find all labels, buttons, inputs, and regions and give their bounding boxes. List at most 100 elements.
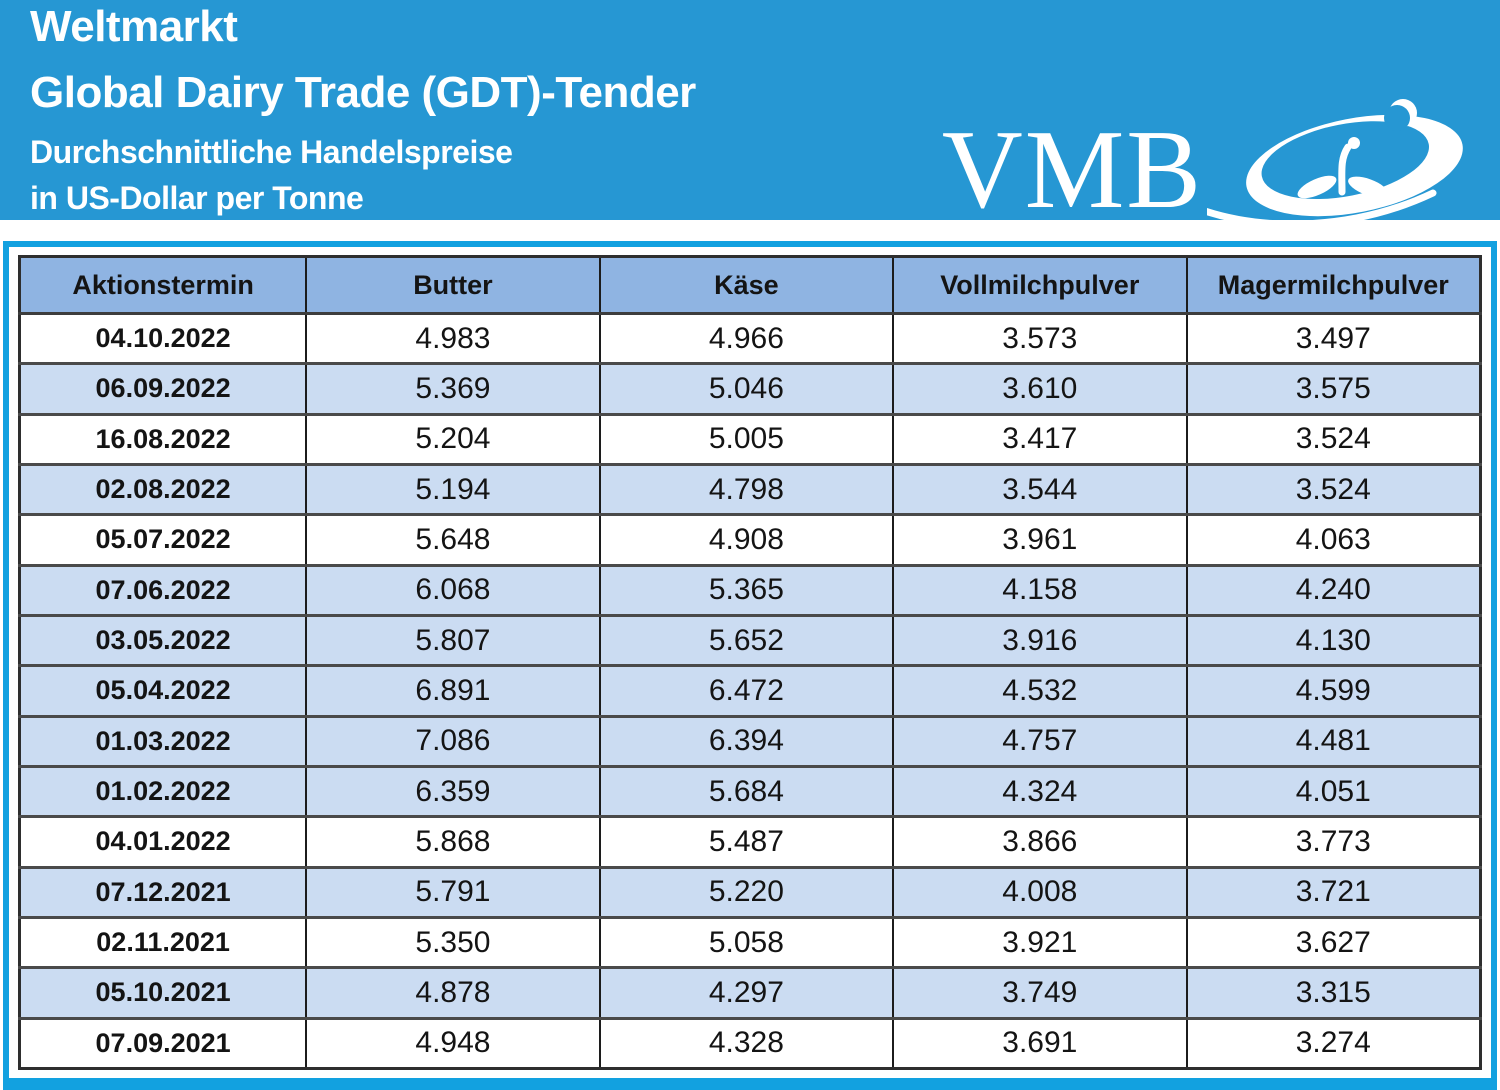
price-cell: 5.350 [305, 915, 601, 968]
price-cell: 3.721 [1185, 865, 1482, 918]
price-cell: 5.868 [305, 815, 601, 868]
table-row: 05.04.2022 6.891 6.472 4.532 4.599 [18, 664, 1482, 717]
date-cell: 16.08.2022 [18, 412, 308, 465]
table-header-row: Aktionstermin Butter Käse Vollmilchpulve… [18, 256, 1482, 315]
price-cell: 3.916 [892, 613, 1188, 666]
price-cell: 6.068 [305, 563, 601, 616]
date-cell: 01.03.2022 [18, 714, 308, 767]
vmb-logo-text: VMB [941, 107, 1203, 232]
gdt-price-table: Aktionstermin Butter Käse Vollmilchpulve… [18, 255, 1482, 1070]
price-cell: 4.757 [892, 714, 1188, 767]
price-cell: 4.983 [305, 311, 601, 364]
column-header-aktionstermin: Aktionstermin [18, 256, 308, 315]
price-cell: 3.573 [892, 311, 1188, 364]
price-cell: 3.961 [892, 513, 1188, 566]
price-cell: 3.524 [1185, 412, 1482, 465]
price-cell: 3.610 [892, 362, 1188, 415]
price-cell: 5.365 [598, 563, 895, 616]
price-cell: 3.315 [1185, 966, 1482, 1019]
price-cell: 6.359 [305, 764, 601, 817]
table-row: 02.11.2021 5.350 5.058 3.921 3.627 [18, 915, 1482, 968]
table-row: 16.08.2022 5.204 5.005 3.417 3.524 [18, 412, 1482, 465]
price-cell: 5.648 [305, 513, 601, 566]
date-cell: 05.04.2022 [18, 664, 308, 717]
price-cell: 3.524 [1185, 462, 1482, 515]
table-row: 07.12.2021 5.791 5.220 4.008 3.721 [18, 865, 1482, 918]
date-cell: 07.12.2021 [18, 865, 308, 918]
price-cell: 4.051 [1185, 764, 1482, 817]
date-cell: 07.06.2022 [18, 563, 308, 616]
table-row: 04.10.2022 4.983 4.966 3.573 3.497 [18, 311, 1482, 364]
price-cell: 6.472 [598, 664, 895, 717]
price-cell: 4.599 [1185, 664, 1482, 717]
price-cell: 4.328 [598, 1016, 895, 1069]
date-cell: 06.09.2022 [18, 362, 308, 415]
price-cell: 4.532 [892, 664, 1188, 717]
table-row: 01.03.2022 7.086 6.394 4.757 4.481 [18, 714, 1482, 767]
price-cell: 3.691 [892, 1016, 1188, 1069]
price-cell: 4.240 [1185, 563, 1482, 616]
date-cell: 02.08.2022 [18, 462, 308, 515]
table-row: 05.10.2021 4.878 4.297 3.749 3.315 [18, 966, 1482, 1019]
price-cell: 6.891 [305, 664, 601, 717]
price-cell: 5.058 [598, 915, 895, 968]
column-header-kaese: Käse [598, 256, 895, 315]
price-cell: 4.158 [892, 563, 1188, 616]
price-cell: 5.220 [598, 865, 895, 918]
price-cell: 3.417 [892, 412, 1188, 465]
vmb-logo: VMB [941, 97, 1472, 232]
table-row: 01.02.2022 6.359 5.684 4.324 4.051 [18, 764, 1482, 817]
table-row: 07.09.2021 4.948 4.328 3.691 3.274 [18, 1016, 1482, 1069]
price-cell: 4.324 [892, 764, 1188, 817]
price-cell: 4.130 [1185, 613, 1482, 666]
price-cell: 3.866 [892, 815, 1188, 868]
price-cell: 5.684 [598, 764, 895, 817]
date-cell: 07.09.2021 [18, 1016, 308, 1069]
date-cell: 05.10.2021 [18, 966, 308, 1019]
title-gdt-tender: Global Dairy Trade (GDT)-Tender [30, 68, 696, 117]
price-cell: 4.798 [598, 462, 895, 515]
price-cell: 5.194 [305, 462, 601, 515]
table-row: 06.09.2022 5.369 5.046 3.610 3.575 [18, 362, 1482, 415]
column-header-butter: Butter [305, 256, 601, 315]
price-cell: 3.544 [892, 462, 1188, 515]
column-header-vollmilchpulver: Vollmilchpulver [892, 256, 1188, 315]
table-row: 07.06.2022 6.068 5.365 4.158 4.240 [18, 563, 1482, 616]
subtitle-us-dollar: in US-Dollar per Tonne [30, 180, 364, 216]
price-cell: 4.966 [598, 311, 895, 364]
price-cell: 4.008 [892, 865, 1188, 918]
price-cell: 5.046 [598, 362, 895, 415]
table-row: 03.05.2022 5.807 5.652 3.916 4.130 [18, 613, 1482, 666]
subtitle-handelspreise: Durchschnittliche Handelspreise [30, 134, 513, 170]
price-cell: 6.394 [598, 714, 895, 767]
price-table-frame: Aktionstermin Butter Käse Vollmilchpulve… [3, 241, 1497, 1090]
price-cell: 3.921 [892, 915, 1188, 968]
price-cell: 3.575 [1185, 362, 1482, 415]
table-row: 02.08.2022 5.194 4.798 3.544 3.524 [18, 462, 1482, 515]
price-cell: 4.063 [1185, 513, 1482, 566]
vmb-logo-emblem-icon [1207, 99, 1463, 222]
price-cell: 5.005 [598, 412, 895, 465]
price-cell: 4.878 [305, 966, 601, 1019]
column-header-magermilchpulver: Magermilchpulver [1185, 256, 1482, 315]
table-row: 04.01.2022 5.868 5.487 3.866 3.773 [18, 815, 1482, 868]
price-cell: 3.773 [1185, 815, 1482, 868]
price-cell: 5.791 [305, 865, 601, 918]
price-cell: 5.652 [598, 613, 895, 666]
date-cell: 04.01.2022 [18, 815, 308, 868]
price-cell: 3.627 [1185, 915, 1482, 968]
price-cell: 4.908 [598, 513, 895, 566]
date-cell: 05.07.2022 [18, 513, 308, 566]
date-cell: 03.05.2022 [18, 613, 308, 666]
price-cell: 3.749 [892, 966, 1188, 1019]
price-cell: 4.948 [305, 1016, 601, 1069]
price-cell: 4.481 [1185, 714, 1482, 767]
date-cell: 01.02.2022 [18, 764, 308, 817]
price-cell: 5.807 [305, 613, 601, 666]
price-cell: 5.487 [598, 815, 895, 868]
price-cell: 7.086 [305, 714, 601, 767]
header-banner: Weltmarkt Global Dairy Trade (GDT)-Tende… [0, 0, 1500, 232]
price-cell: 3.274 [1185, 1016, 1482, 1069]
price-cell: 4.297 [598, 966, 895, 1019]
price-cell: 5.204 [305, 412, 601, 465]
